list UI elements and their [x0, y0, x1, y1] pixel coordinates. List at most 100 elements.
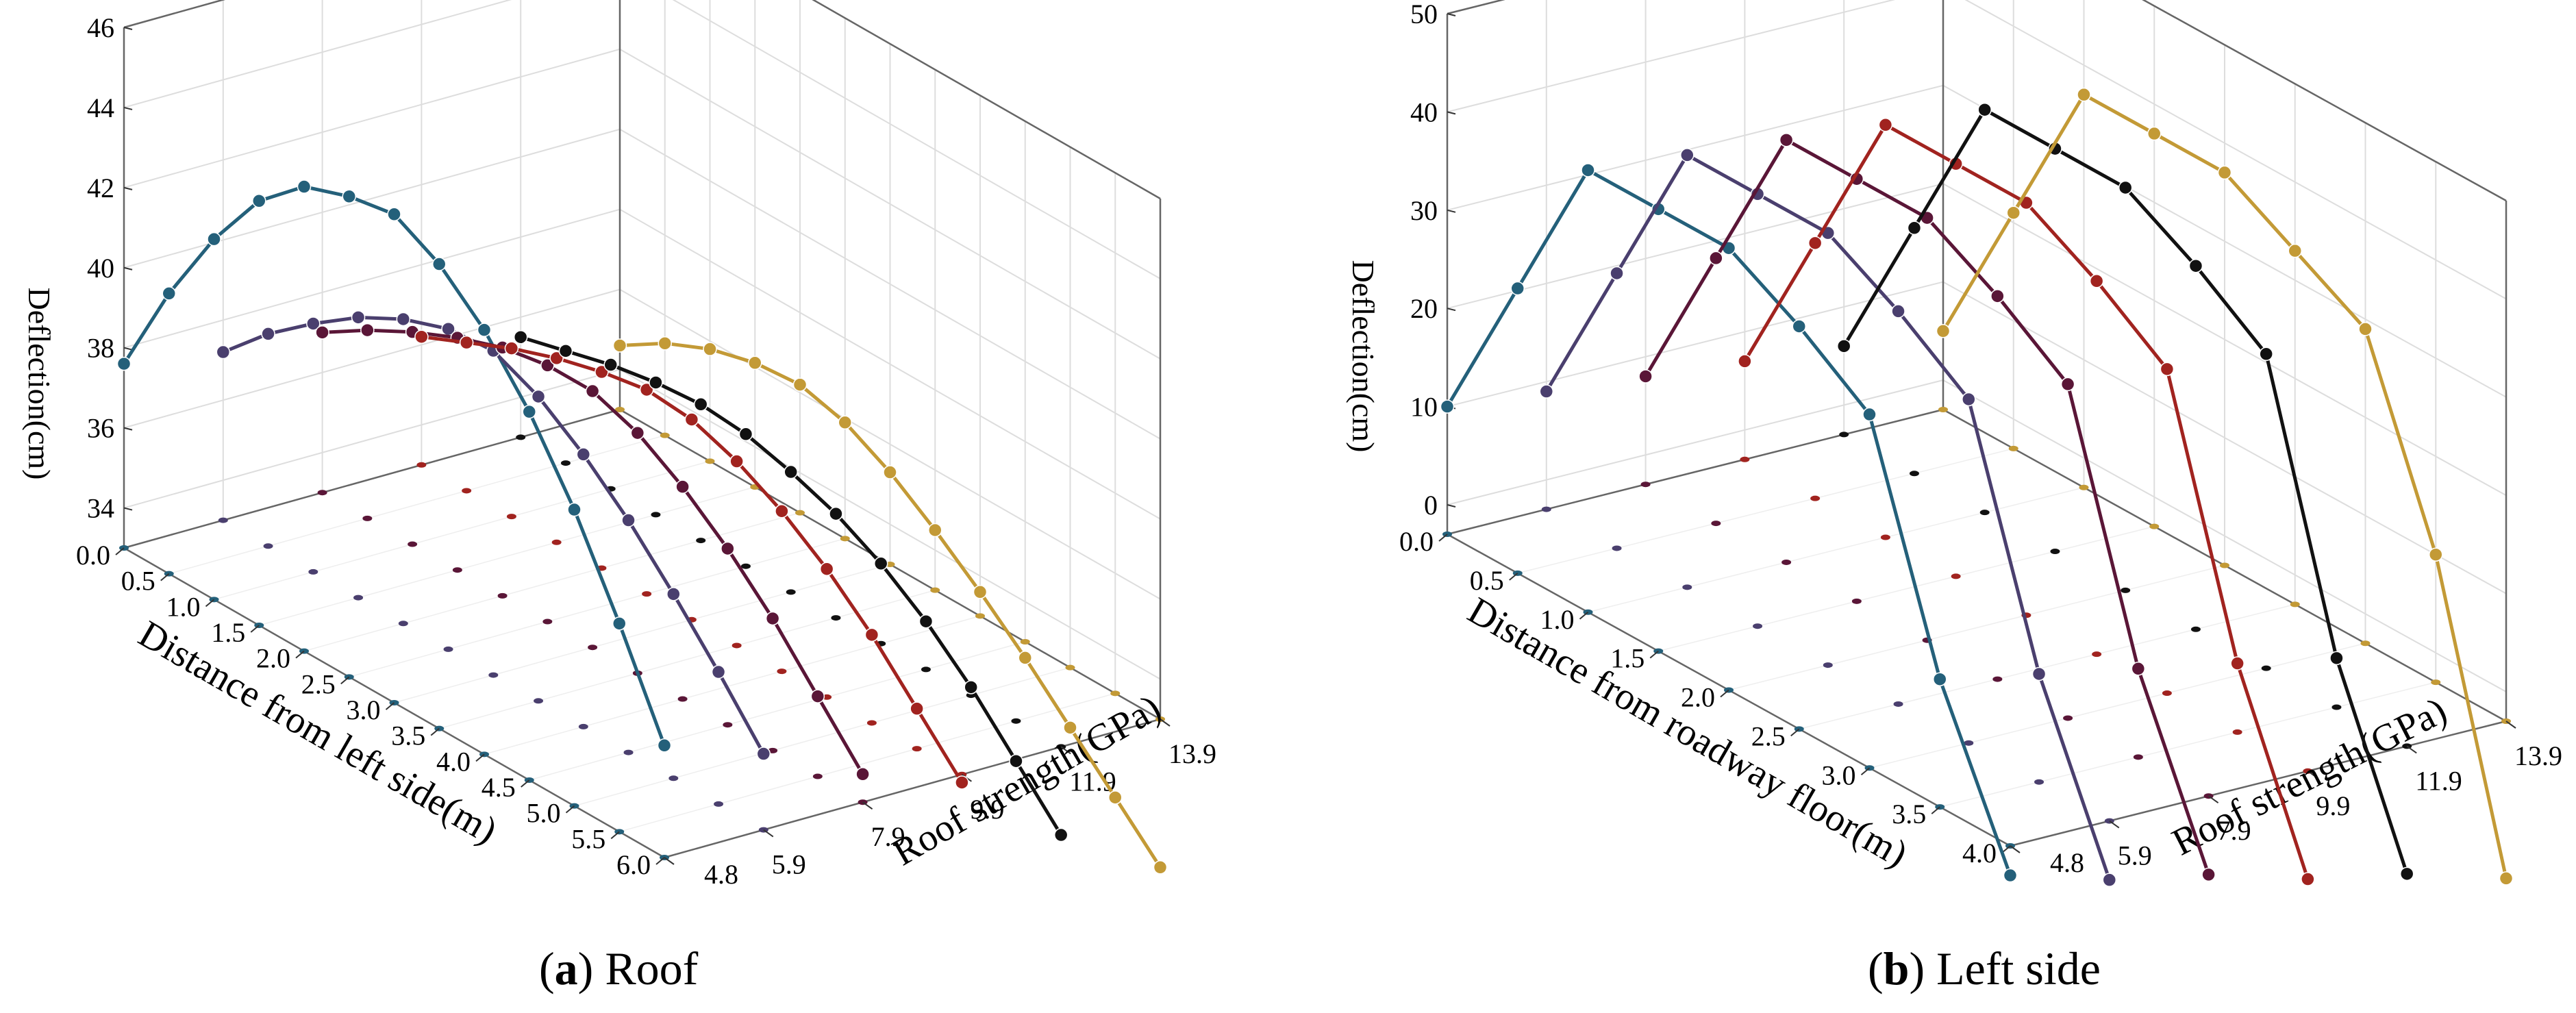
leftside-floor-dot-5-9: [1893, 701, 1903, 707]
leftside-point-4-8-0: [1440, 399, 1455, 414]
leftside-floor-dot-9-9: [2232, 729, 2242, 735]
roof-x-tick: [655, 857, 665, 865]
roof-z-grid-left: [123, 208, 621, 349]
roof-y-tick-label: 4.8: [704, 859, 738, 890]
roof-x-tick: [295, 650, 305, 659]
leftside-floor-dot-5-9: [1753, 623, 1763, 629]
roof-x-grid-floor: [574, 666, 1071, 807]
leftside-floor-dot-5-9: [1612, 545, 1622, 551]
caption-roof-letter: a: [554, 942, 578, 995]
leftside-floor-dot-5-9: [1682, 584, 1692, 590]
roof-point-7-9-8: [675, 479, 690, 494]
leftside-floor-dot-11-9: [2190, 626, 2201, 632]
leftside-point-9-9-1: [1808, 236, 1823, 251]
roof-point-11-9-12: [1053, 827, 1068, 842]
leftside-point-11-9-4: [2118, 180, 2133, 195]
leftside-x-grid-floor: [1799, 603, 2295, 730]
roof-floor-dot-5-9: [263, 543, 273, 549]
leftside-floor-dot-11-9: [2261, 665, 2271, 671]
leftside-y-tick: [2208, 795, 2219, 804]
leftside-y-tick-label: 13.9: [2514, 740, 2562, 771]
leftside-point-11-9-8: [2399, 866, 2414, 881]
roof-point-13-9-4: [792, 377, 808, 392]
roof-z-grid-left: [123, 288, 621, 429]
roof-point-5-9-12: [756, 747, 771, 761]
roof-point-5-9-2: [306, 316, 321, 331]
roof-z-tick-label: 34: [87, 493, 114, 524]
leftside-floor-dot-5-9: [1541, 506, 1551, 512]
leftside-x-tick: [1720, 689, 1729, 698]
leftside-floor-dot-5-9: [1964, 740, 1974, 746]
leftside-floor-dot-11-9: [2121, 587, 2131, 593]
roof-point-7-9-12: [855, 767, 870, 781]
roof-x-tick-label: 3.5: [391, 721, 425, 751]
roof-y-tick-label: 13.9: [1168, 738, 1216, 769]
roof-y-tick-label: 5.9: [772, 849, 806, 880]
roof-x-tick: [610, 831, 620, 840]
roof-point-4-8-6: [387, 207, 401, 222]
leftside-floor-dot-11-9: [1909, 471, 1919, 477]
leftside-x-tick-label: 0.0: [1399, 526, 1434, 557]
roof-floor-dot-9-9: [642, 591, 652, 597]
roof-left-wall: [124, 0, 620, 548]
roof-floor-dot-13-9: [1110, 690, 1121, 697]
roof-z-tick-label: 46: [87, 12, 114, 43]
roof-z-tick: [123, 186, 133, 190]
roof-floor-dot-13-9: [840, 536, 850, 542]
roof-y-tick-label: 11.9: [1069, 766, 1116, 797]
leftside-z-grid-left: [1447, 183, 1944, 310]
roof-x-grid-floor: [439, 589, 936, 729]
roof-z-tick-label: 36: [87, 413, 114, 444]
leftside-z-tick: [1447, 13, 1456, 16]
leftside-z-grid-left: [1447, 0, 1896, 113]
roof-floor-dot-5-9: [534, 698, 544, 704]
roof-floor-dot-9-9: [777, 668, 787, 675]
roof-point-5-9-4: [396, 312, 411, 327]
roof-point-13-9-7: [928, 523, 942, 538]
leftside-floor-dot-9-9: [1951, 573, 1961, 579]
roof-z-tick: [123, 27, 133, 30]
leftside-floor-dot-7-9: [2063, 715, 2073, 721]
roof-point-4-8-0: [116, 356, 132, 371]
leftside-y-tick: [2010, 845, 2021, 853]
leftside-point-9-9-6: [2160, 362, 2175, 377]
roof-floor-dot-9-9: [866, 720, 877, 726]
leftside-y-tick-label: 5.9: [2118, 840, 2152, 871]
roof-point-11-9-11: [1009, 753, 1023, 768]
leftside-floor-dot-5-9: [1823, 662, 1833, 668]
roof-point-9-9-3: [549, 351, 564, 366]
leftside-floor-dot-7-9: [1992, 676, 2003, 682]
roof-z-tick: [123, 507, 133, 511]
leftside-x-grid-floor: [1940, 681, 2436, 808]
roof-floor-dot-11-9: [831, 615, 841, 621]
leftside-x-grid-floor: [1588, 487, 2084, 613]
roof-point-4-8-7: [432, 257, 447, 271]
leftside-x-tick-label: 4.0: [1962, 838, 1997, 868]
roof-x-tick-label: 3.0: [347, 695, 381, 725]
roof-x-tick-label: 2.5: [301, 668, 336, 699]
roof-point-7-9-6: [585, 384, 600, 399]
leftside-floor-dot-11-9: [1979, 510, 1990, 516]
caption-roof: (a) Roof: [539, 942, 699, 995]
roof-floor-dot-7-9: [362, 515, 373, 521]
roof-floor-dot-7-9: [677, 696, 688, 702]
leftside-point-4-8-8: [2003, 868, 2018, 883]
roof-point-13-9-10: [1063, 721, 1077, 735]
leftside-y-tick: [2406, 745, 2417, 754]
roof-point-4-8-1: [162, 286, 176, 301]
leftside-point-13-9-7: [2429, 547, 2443, 562]
leftside-floor-dot-13-9: [2431, 679, 2441, 686]
roof-point-7-9-5: [540, 358, 555, 373]
leftside-z-tick-label: 0: [1424, 490, 1438, 521]
roof-point-7-9-10: [765, 611, 780, 626]
caption-left-side-letter: b: [1883, 942, 1910, 995]
roof-floor-dot-9-9: [731, 642, 742, 649]
leftside-point-4-8-6: [1862, 407, 1877, 422]
roof-point-9-9-1: [459, 335, 474, 350]
roof-point-13-9-3: [748, 355, 762, 371]
leftside-point-13-9-1: [2006, 205, 2021, 220]
roof-x-tick: [385, 702, 395, 710]
leftside-floor-dot-9-9: [1880, 534, 1890, 540]
roof-point-11-9-3: [649, 375, 663, 390]
roof-floor-dot-11-9: [651, 512, 661, 518]
